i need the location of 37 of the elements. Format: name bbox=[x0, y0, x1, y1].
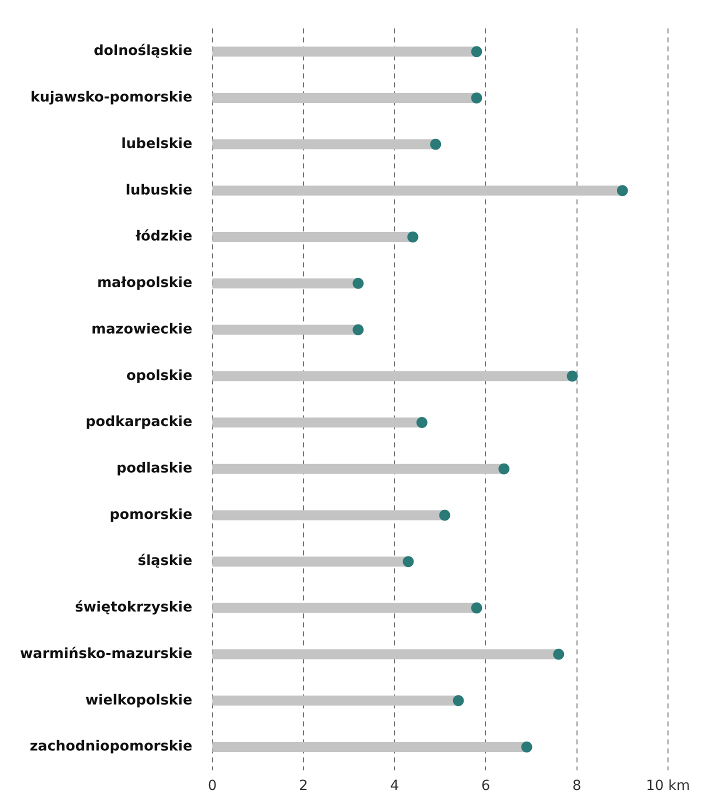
point bbox=[521, 742, 532, 753]
y-tick-label: lubelskie bbox=[121, 136, 192, 152]
y-tick-label: pomorskie bbox=[110, 506, 192, 523]
y-tick-label: podlaskie bbox=[116, 460, 192, 476]
y-tick-label: warmińsko-mazurskie bbox=[20, 646, 192, 662]
point bbox=[498, 463, 510, 474]
y-tick-label: świętokrzyskie bbox=[75, 600, 192, 616]
y-tick-label: opolskie bbox=[126, 368, 192, 384]
y-tick-label: kujawsko-pomorskie bbox=[30, 90, 192, 106]
point bbox=[452, 695, 464, 706]
y-tick-label: mazowieckie bbox=[91, 321, 192, 338]
point bbox=[352, 324, 364, 336]
x-tick-label: 4 bbox=[390, 778, 400, 794]
x-tick-label: 8 bbox=[572, 778, 582, 794]
point bbox=[407, 232, 418, 243]
y-tick-label: łódzkie bbox=[134, 228, 192, 245]
y-tick-label: podkarpackie bbox=[86, 414, 192, 430]
point bbox=[566, 370, 578, 382]
point bbox=[430, 138, 442, 150]
point bbox=[471, 46, 482, 58]
y-tick-label: dolnośląskie bbox=[94, 43, 192, 60]
x-tick-label: 10 km bbox=[646, 778, 690, 794]
point bbox=[616, 185, 628, 196]
y-tick-label: lubuskie bbox=[126, 182, 192, 198]
point bbox=[471, 92, 482, 104]
y-tick-label: wielkopolskie bbox=[85, 692, 192, 708]
y-tick-label: śląskie bbox=[138, 553, 192, 570]
point bbox=[402, 556, 414, 568]
y-tick-label: zachodniopomorskie bbox=[30, 738, 192, 755]
x-tick-label: 2 bbox=[299, 778, 308, 794]
point bbox=[439, 510, 450, 521]
point bbox=[416, 416, 428, 428]
point bbox=[471, 602, 482, 614]
y-tick-label: małopolskie bbox=[97, 275, 192, 292]
point bbox=[352, 278, 364, 289]
x-tick-label: 0 bbox=[208, 778, 217, 794]
x-tick-label: 6 bbox=[481, 778, 490, 794]
